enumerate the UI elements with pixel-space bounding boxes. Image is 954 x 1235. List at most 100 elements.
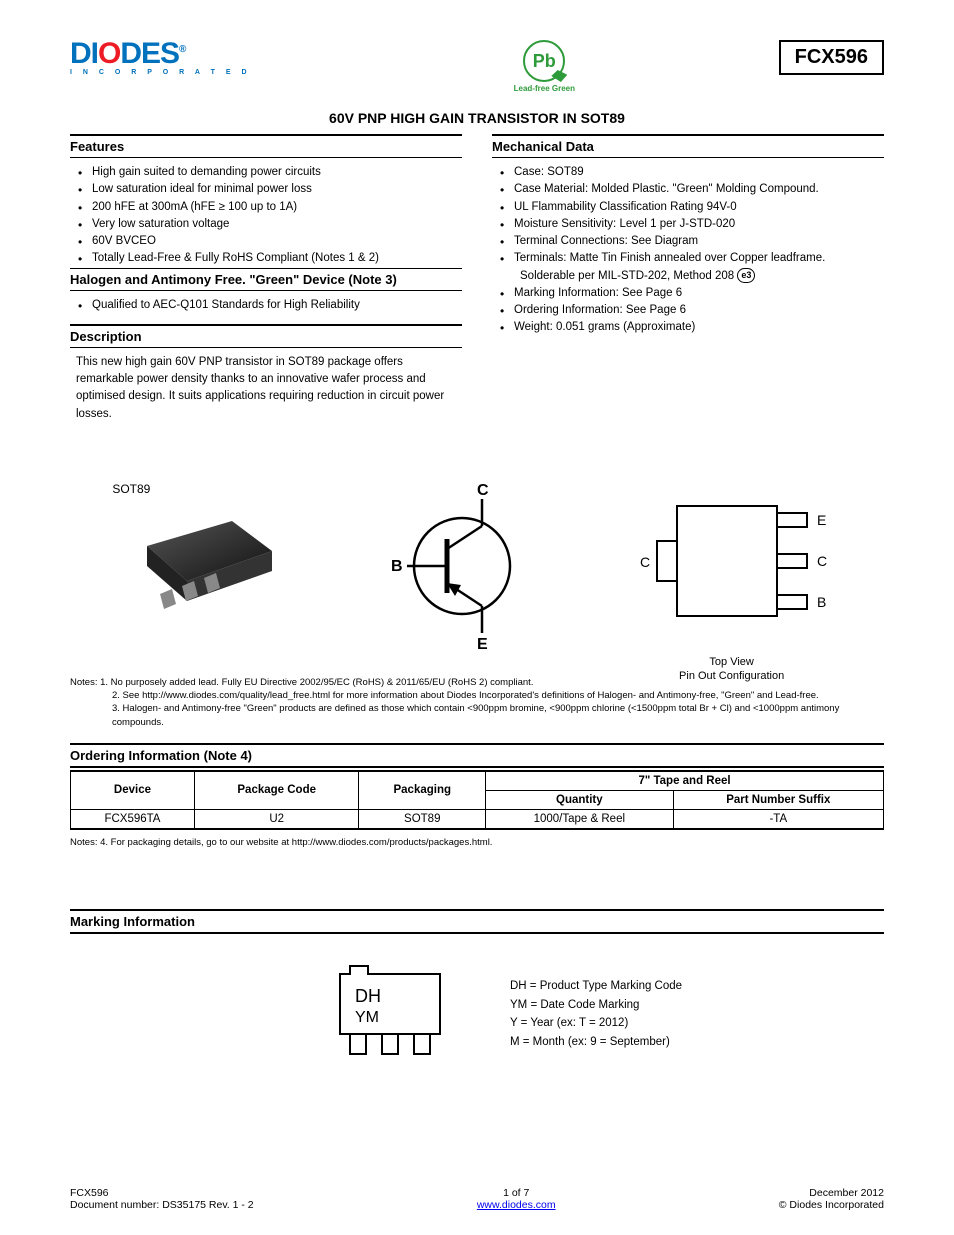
table-row: FCX596TA U2 SOT89 1000/Tape & Reel -TA <box>71 809 884 829</box>
package-3d: SOT89 <box>112 486 292 646</box>
mech-item: Weight: 0.051 grams (Approximate) <box>500 319 884 336</box>
cell: U2 <box>194 809 359 829</box>
col-pkgcode: Package Code <box>194 771 359 810</box>
ordering-note: Notes: 4. For packaging details, go to o… <box>70 836 884 849</box>
pb-text: Pb <box>533 51 556 72</box>
logo-wordmark: DIODES® <box>70 40 270 67</box>
schematic-c-label: C <box>477 482 489 499</box>
marking-header: Marking Information <box>70 909 884 934</box>
pinout-caption: Pin Out Configuration <box>622 670 842 682</box>
mech-sub-text: Solderable per MIL-STD-202, Method 208 <box>520 270 734 282</box>
footer-date: December 2012 <box>779 1187 884 1199</box>
mech-subitem: Solderable per MIL-STD-202, Method 208 e… <box>492 268 884 285</box>
schematic: C B E <box>377 481 537 651</box>
marking-ym-label: YM = Date Code Marking <box>510 996 682 1014</box>
footer: FCX596 Document number: DS35175 Rev. 1 -… <box>70 1187 884 1211</box>
mech-item: UL Flammability Classification Rating 94… <box>500 199 884 216</box>
footer-link[interactable]: www.diodes.com <box>477 1199 556 1211</box>
feature-item: High gain suited to demanding power circ… <box>78 164 462 181</box>
mechanical-diagrams: SOT89 <box>70 476 884 656</box>
description-text: This new high gain 60V PNP transistor in… <box>70 354 462 423</box>
topview-caption: Top View <box>622 656 842 668</box>
footer-part: FCX596 <box>70 1187 254 1199</box>
mech-item: Terminals: Matte Tin Finish annealed ove… <box>500 250 884 267</box>
feature-item: Low saturation ideal for minimal power l… <box>78 181 462 198</box>
footer-page: 1 of 7 <box>254 1187 779 1199</box>
pinout-icon: E C B C <box>622 481 842 651</box>
ordering-header: Ordering Information (Note 4) <box>70 743 884 768</box>
mechdata-list-2: Marking Information: See Page 6 Ordering… <box>492 285 884 337</box>
feature-item: 200 hFE at 300mA (hFE ≥ 100 up to 1A) <box>78 199 462 216</box>
e3-icon: e3 <box>737 268 755 284</box>
footer-right: December 2012 © Diodes Incorporated <box>779 1187 884 1211</box>
pinout-c-label: C <box>817 553 827 569</box>
logo-text-post: DES <box>120 37 179 70</box>
part-number-box: FCX596 <box>779 40 884 75</box>
pinout-c2-label: C <box>640 554 650 570</box>
pinout-e-label: E <box>817 512 826 528</box>
feature-item: 60V BVCEO <box>78 233 462 250</box>
pb-label: Lead-free Green <box>514 84 575 93</box>
col-device: Device <box>71 771 195 810</box>
col-packaging: Packaging <box>359 771 486 810</box>
package-label: SOT89 <box>112 482 150 496</box>
page-title: 60V PNP HIGH GAIN TRANSISTOR IN SOT89 <box>70 110 884 126</box>
schematic-b-label: B <box>391 558 403 575</box>
features-column: Features High gain suited to demanding p… <box>70 134 462 423</box>
cell: FCX596TA <box>71 809 195 829</box>
logo-subtext: I N C O R P O R A T E D <box>70 69 270 76</box>
lead-free-badge: Pb Lead-free Green <box>514 40 575 93</box>
sot89-icon <box>112 486 292 646</box>
features-header: Features <box>70 134 462 158</box>
mechdata-list: Case: SOT89 Case Material: Molded Plasti… <box>492 164 884 268</box>
note-3: 3. Halogen- and Antimony-free "Green" pr… <box>70 702 884 729</box>
marking-code-text: DH <box>355 986 381 1006</box>
col-tape: 7" Tape and Reel <box>486 771 884 791</box>
mechdata-column: Mechanical Data Case: SOT89 Case Materia… <box>492 134 884 423</box>
transistor-schematic-icon: C B E <box>377 481 537 651</box>
marking-legend: DH = Product Type Marking Code YM = Date… <box>510 977 682 1051</box>
footer-doc: Document number: DS35175 Rev. 1 - 2 <box>70 1199 254 1211</box>
mech-item: Case Material: Molded Plastic. "Green" M… <box>500 181 884 198</box>
col-qty: Quantity <box>486 790 674 809</box>
mechdata-header: Mechanical Data <box>492 134 884 158</box>
features-list: High gain suited to demanding power circ… <box>70 164 462 268</box>
note-2: 2. See http://www.diodes.com/quality/lea… <box>70 689 884 702</box>
marking-row: DH YM DH = Product Type Marking Code YM … <box>70 954 884 1074</box>
mech-item: Terminal Connections: See Diagram <box>500 233 884 250</box>
logo: DIODES® I N C O R P O R A T E D <box>70 40 270 76</box>
mech-item: Ordering Information: See Page 6 <box>500 302 884 319</box>
cell: -TA <box>673 809 883 829</box>
pb-icon: Pb <box>523 40 565 82</box>
marking-diagram-icon: DH YM <box>310 954 470 1074</box>
notes-block: Notes: 1. No purposely added lead. Fully… <box>70 676 884 729</box>
spec-columns: Features High gain suited to demanding p… <box>70 134 884 423</box>
feature-item: Qualified to AEC-Q101 Standards for High… <box>78 297 462 314</box>
features-header-2: Halogen and Antimony Free. "Green" Devic… <box>70 268 462 291</box>
logo-text-o: O <box>98 37 120 70</box>
mech-item: Case: SOT89 <box>500 164 884 181</box>
description-header: Description <box>70 324 462 348</box>
logo-text-pre: DI <box>70 37 98 70</box>
header: DIODES® I N C O R P O R A T E D Pb Lead-… <box>70 40 884 100</box>
features-list-2: Qualified to AEC-Q101 Standards for High… <box>70 297 462 314</box>
marking-y-label: Y = Year (ex: T = 2012) <box>510 1014 682 1032</box>
schematic-e-label: E <box>477 636 488 651</box>
pinout-b-label: B <box>817 594 826 610</box>
marking-ym-text: YM <box>355 1009 379 1026</box>
pinout: E C B C Top View Pin Out Configuration <box>622 481 842 651</box>
marking-code-label: DH = Product Type Marking Code <box>510 977 682 995</box>
feature-item: Very low saturation voltage <box>78 216 462 233</box>
footer-copy: © Diodes Incorporated <box>779 1199 884 1211</box>
marking-m-label: M = Month (ex: 9 = September) <box>510 1033 682 1051</box>
ordering-table: Device Package Code Packaging 7" Tape an… <box>70 770 884 830</box>
col-suffix: Part Number Suffix <box>673 790 883 809</box>
cell: SOT89 <box>359 809 486 829</box>
footer-mid: 1 of 7 www.diodes.com <box>254 1187 779 1211</box>
feature-item: Totally Lead-Free & Fully RoHS Compliant… <box>78 250 462 267</box>
cell: 1000/Tape & Reel <box>486 809 674 829</box>
table-row: Device Package Code Packaging 7" Tape an… <box>71 771 884 791</box>
mech-item: Marking Information: See Page 6 <box>500 285 884 302</box>
mech-item: Moisture Sensitivity: Level 1 per J-STD-… <box>500 216 884 233</box>
footer-left: FCX596 Document number: DS35175 Rev. 1 -… <box>70 1187 254 1211</box>
